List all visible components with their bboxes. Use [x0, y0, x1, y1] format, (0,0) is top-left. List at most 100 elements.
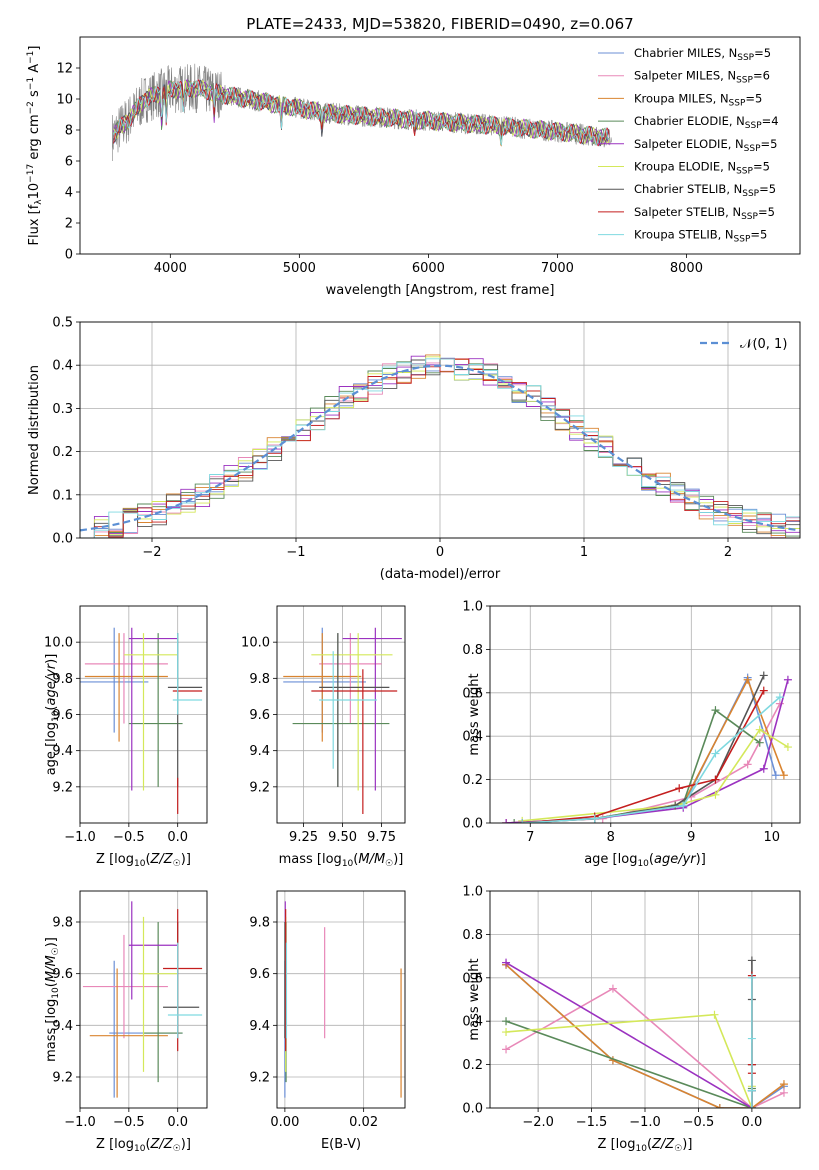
label-part: )] — [682, 1137, 692, 1152]
y-tick-label: 2 — [65, 217, 73, 232]
label-part: mass [log — [44, 999, 59, 1062]
weight-series — [522, 690, 765, 823]
label-part: M/M — [44, 955, 59, 982]
label-part: age [log — [584, 852, 637, 867]
weight-marker — [779, 1080, 788, 1089]
y-tick-label: 0.2 — [462, 1058, 483, 1073]
weight-marker — [783, 675, 792, 684]
y-tick-label: 0.8 — [462, 928, 483, 943]
y-tick-label: 0.0 — [462, 1102, 483, 1117]
x-tick-label: 10 — [764, 830, 781, 845]
y-tick-label: 0.4 — [462, 730, 483, 745]
legend-entry: Chabrier ELODIE, NSSP=4 — [634, 114, 779, 131]
weight-marker — [759, 671, 768, 680]
label-part: A — [27, 64, 42, 77]
panel-spectrum: 4000 5000 6000 7000 8000 0 2 4 6 8 10 12 wavelength … — [26, 36, 801, 298]
x-tick-label: −2 — [142, 545, 161, 560]
weight-marker — [771, 771, 780, 780]
y-tick-label: 0.6 — [462, 686, 483, 701]
weight-marker — [590, 814, 599, 823]
x-tick-label: −2.0 — [522, 1115, 554, 1130]
y-tick-label: 0.5 — [52, 316, 73, 331]
label-part: 10 — [51, 987, 61, 999]
label-part: s — [27, 90, 42, 101]
label-part: =5 — [745, 91, 762, 105]
label-part: ☉ — [173, 859, 181, 869]
label-part: ( — [44, 982, 59, 987]
x-tick-label: −1.0 — [64, 1115, 96, 1130]
y-tick-label: 9.4 — [249, 744, 270, 759]
weight-marker — [743, 675, 752, 684]
weight-marker — [759, 764, 768, 773]
y-tick-label: 0.2 — [52, 445, 73, 460]
label-part: ] — [27, 46, 42, 51]
x-tick-label: 9 — [687, 830, 695, 845]
label-part: =4 — [762, 114, 779, 128]
label-part: )] — [696, 852, 706, 867]
label-part: age/yr — [44, 662, 59, 705]
x-tick-label: 9.75 — [367, 830, 396, 845]
label-part: SSP — [734, 235, 751, 245]
label-part: −1 — [26, 51, 36, 64]
weight-marker — [747, 956, 756, 965]
y-tick-label: 9.6 — [52, 967, 73, 982]
label-part: −1 — [26, 77, 36, 90]
label-part: ( — [647, 1137, 652, 1152]
label-part: ☉ — [674, 1144, 682, 1154]
weight-series — [506, 677, 785, 823]
label-part: mass [log — [279, 852, 342, 867]
label-part: Salpeter MILES, N — [634, 69, 736, 83]
label-part: Salpeter STELIB, N — [634, 205, 741, 219]
label-part: Kroupa ELODIE, N — [634, 160, 736, 174]
label-part: 10 — [342, 859, 354, 869]
label-part: ( — [649, 852, 654, 867]
label-part: M/M — [358, 852, 385, 867]
axes-frame — [79, 36, 801, 255]
x-tick-label: −1.0 — [629, 1115, 661, 1130]
x-axis-label: wavelength [Angstrom, rest frame] — [326, 283, 555, 298]
y-tick-label: 9.6 — [52, 708, 73, 723]
plot-area — [82, 901, 203, 1098]
weight-marker — [779, 771, 788, 780]
y-axis-label: Flux [fλ10−17 erg cm−2 s−1 A−1] — [26, 46, 44, 246]
x-tick-label: 6000 — [412, 261, 445, 276]
y-tick-label: 0.8 — [462, 643, 483, 658]
y-tick-label: 9.6 — [249, 967, 270, 982]
legend-entry: Chabrier MILES, NSSP=5 — [634, 46, 771, 63]
y-tick-label: 10.0 — [44, 636, 73, 651]
normal-curve — [80, 364, 800, 532]
label-part: )] — [44, 654, 59, 664]
label-part: 10 — [637, 859, 649, 869]
label-part: Kroupa MILES, N — [634, 91, 729, 105]
y-tick-label: 9.4 — [249, 1019, 270, 1034]
y-axis-label: mass [log10(M/M☉)] — [44, 937, 61, 1062]
label-part: λ — [34, 199, 44, 205]
weight-marker — [710, 1010, 719, 1019]
label-part: =5 — [759, 182, 776, 196]
label-part: =5 — [750, 228, 767, 242]
y-tick-label: 9.4 — [52, 1019, 73, 1034]
x-tick-label: −0.5 — [113, 830, 145, 845]
panel-mass-vs-ebv: 0.00 0.02 9.2 9.4 9.6 9.8 E(B-V) — [249, 890, 406, 1152]
y-tick-label: 9.6 — [249, 708, 270, 723]
y-tick-label: 10.0 — [241, 636, 270, 651]
y-tick-label: 0.4 — [462, 1015, 483, 1030]
y-tick-label: 8 — [65, 124, 73, 139]
label-part: Chabrier MILES, N — [634, 46, 737, 60]
weight-series — [506, 703, 781, 823]
weight-marker — [779, 1088, 788, 1097]
residual-histogram — [80, 358, 800, 538]
label-part: )] — [181, 852, 191, 867]
plot-area — [112, 63, 612, 162]
label-part: SSP — [737, 53, 754, 63]
residual-histogram — [80, 358, 800, 538]
label-part: Kroupa STELIB, N — [634, 228, 734, 242]
x-tick-label: 9.25 — [289, 830, 318, 845]
label-part: age/yr — [654, 852, 697, 867]
label-part: Salpeter ELODIE, N — [634, 137, 744, 151]
legend-entry: Salpeter ELODIE, NSSP=5 — [634, 137, 777, 154]
weight-marker — [502, 819, 511, 823]
x-tick-label: 1 — [580, 545, 588, 560]
label-part: Chabrier STELIB, N — [634, 182, 742, 196]
